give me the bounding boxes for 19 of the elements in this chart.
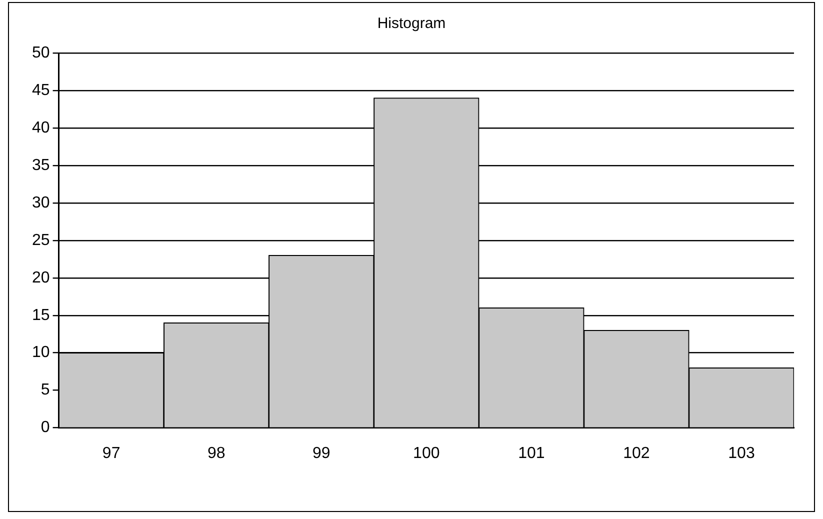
y-tick-label: 45: [32, 82, 50, 99]
y-tick-label: 40: [32, 119, 50, 136]
y-tick-label: 5: [40, 382, 50, 399]
chart-title: Histogram: [377, 15, 446, 32]
x-tick-label: 103: [728, 444, 755, 462]
x-tick-label: 98: [207, 444, 226, 462]
y-tick-label: 25: [32, 232, 50, 249]
x-tick-label: 102: [623, 444, 650, 462]
x-tick-label: 100: [413, 444, 440, 462]
y-tick-label: 30: [32, 194, 50, 212]
y-tick-label: 15: [32, 306, 50, 324]
y-tick-label: 20: [32, 269, 50, 286]
y-tick-label: 35: [32, 156, 50, 174]
x-tick-label: 97: [102, 444, 120, 462]
y-tick-label: 50: [32, 44, 50, 62]
x-tick-label: 101: [518, 444, 545, 462]
y-tick-label: 10: [32, 344, 50, 362]
x-tick-label: 99: [312, 444, 330, 462]
y-tick-label: 0: [40, 419, 50, 436]
